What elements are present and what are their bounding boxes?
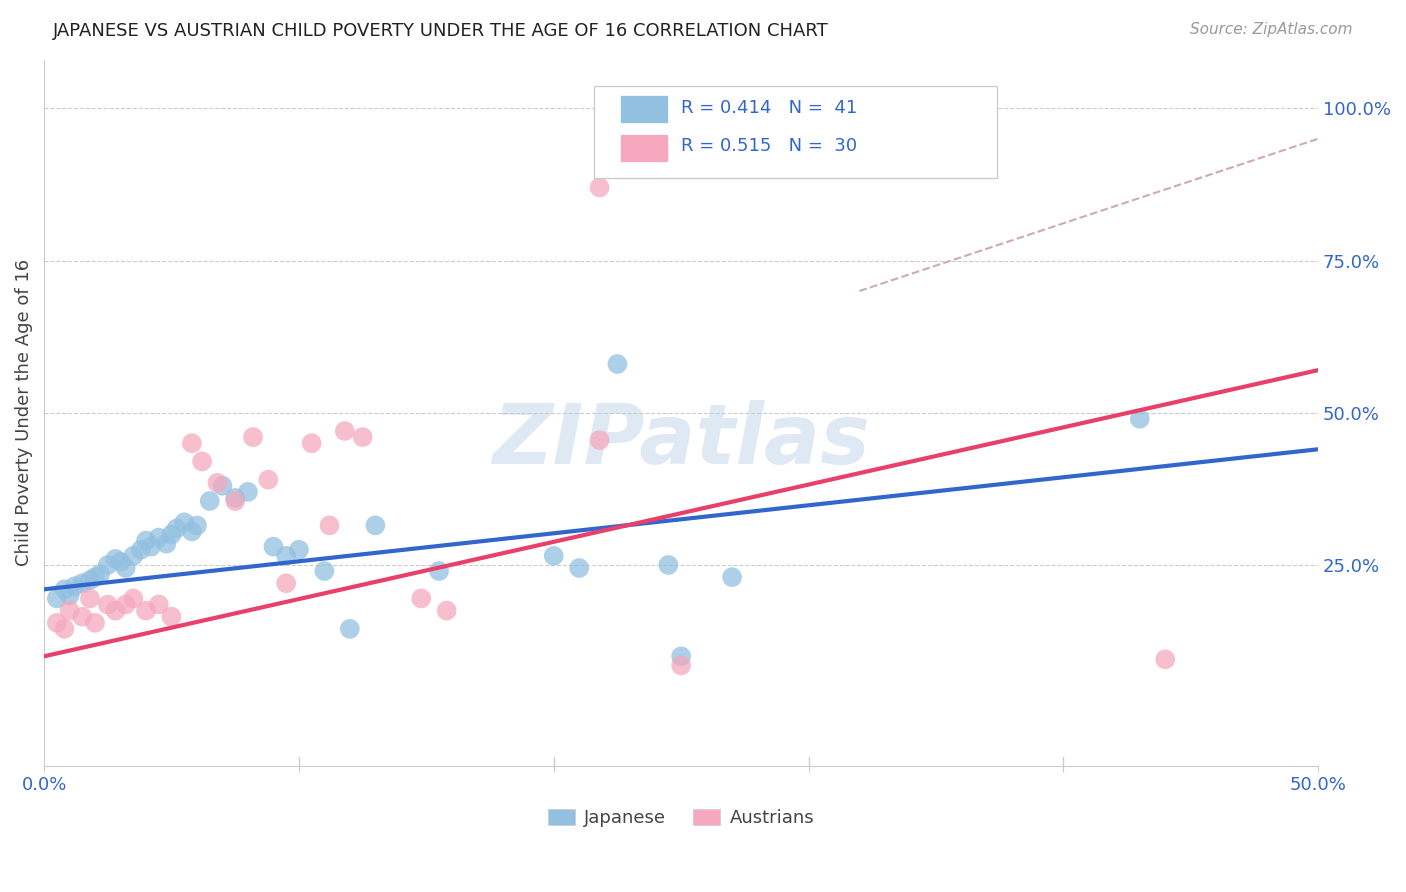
Point — [122, 591, 145, 606]
Point — [180, 524, 202, 539]
Point — [276, 549, 298, 563]
Point — [186, 518, 208, 533]
Text: Source: ZipAtlas.com: Source: ZipAtlas.com — [1189, 22, 1353, 37]
Point — [97, 558, 120, 572]
Point — [166, 521, 188, 535]
Point — [53, 622, 76, 636]
Point — [318, 518, 340, 533]
Point — [79, 591, 101, 606]
Point — [45, 615, 67, 630]
Text: JAPANESE VS AUSTRIAN CHILD POVERTY UNDER THE AGE OF 16 CORRELATION CHART: JAPANESE VS AUSTRIAN CHILD POVERTY UNDER… — [53, 22, 830, 40]
Text: R = 0.414   N =  41: R = 0.414 N = 41 — [681, 99, 858, 117]
Point — [114, 561, 136, 575]
Point — [236, 484, 259, 499]
Point — [288, 542, 311, 557]
Point — [211, 479, 233, 493]
Point — [606, 357, 628, 371]
Point — [224, 494, 246, 508]
Point — [129, 542, 152, 557]
FancyBboxPatch shape — [620, 134, 668, 162]
Point — [364, 518, 387, 533]
Legend: Japanese, Austrians: Japanese, Austrians — [541, 802, 821, 835]
Point — [45, 591, 67, 606]
Point — [97, 598, 120, 612]
Text: R = 0.515   N =  30: R = 0.515 N = 30 — [681, 137, 858, 155]
Point — [669, 649, 692, 664]
Point — [257, 473, 280, 487]
Point — [173, 516, 195, 530]
Point — [568, 561, 591, 575]
Point — [139, 540, 162, 554]
FancyBboxPatch shape — [620, 95, 668, 123]
Point — [104, 604, 127, 618]
Point — [180, 436, 202, 450]
Point — [669, 658, 692, 673]
Point — [110, 555, 132, 569]
Point — [58, 604, 80, 618]
Point — [657, 558, 679, 572]
Point — [543, 549, 565, 563]
Point — [262, 540, 284, 554]
Point — [339, 622, 361, 636]
Point — [89, 567, 111, 582]
Point — [333, 424, 356, 438]
Point — [160, 609, 183, 624]
Point — [427, 564, 450, 578]
Point — [242, 430, 264, 444]
Point — [276, 576, 298, 591]
Point — [198, 494, 221, 508]
Point — [588, 180, 610, 194]
Point — [53, 582, 76, 597]
Point — [148, 531, 170, 545]
Point — [135, 533, 157, 548]
Text: ZIPatlas: ZIPatlas — [492, 401, 870, 482]
Point — [301, 436, 323, 450]
Point — [79, 573, 101, 587]
Point — [148, 598, 170, 612]
Point — [207, 475, 229, 490]
FancyBboxPatch shape — [595, 86, 997, 178]
Point — [114, 598, 136, 612]
Point — [72, 609, 94, 624]
Point — [588, 433, 610, 447]
Point — [191, 454, 214, 468]
Point — [72, 576, 94, 591]
Point — [160, 527, 183, 541]
Point — [224, 491, 246, 505]
Point — [721, 570, 744, 584]
Point — [1129, 412, 1152, 426]
Point — [314, 564, 336, 578]
Point — [122, 549, 145, 563]
Y-axis label: Child Poverty Under the Age of 16: Child Poverty Under the Age of 16 — [15, 260, 32, 566]
Point — [104, 552, 127, 566]
Point — [84, 615, 107, 630]
Point — [352, 430, 374, 444]
Point — [135, 604, 157, 618]
Point — [58, 588, 80, 602]
Point — [84, 570, 107, 584]
Point — [1154, 652, 1177, 666]
Point — [436, 604, 458, 618]
Point — [411, 591, 433, 606]
Point — [63, 579, 86, 593]
Point — [155, 536, 177, 550]
